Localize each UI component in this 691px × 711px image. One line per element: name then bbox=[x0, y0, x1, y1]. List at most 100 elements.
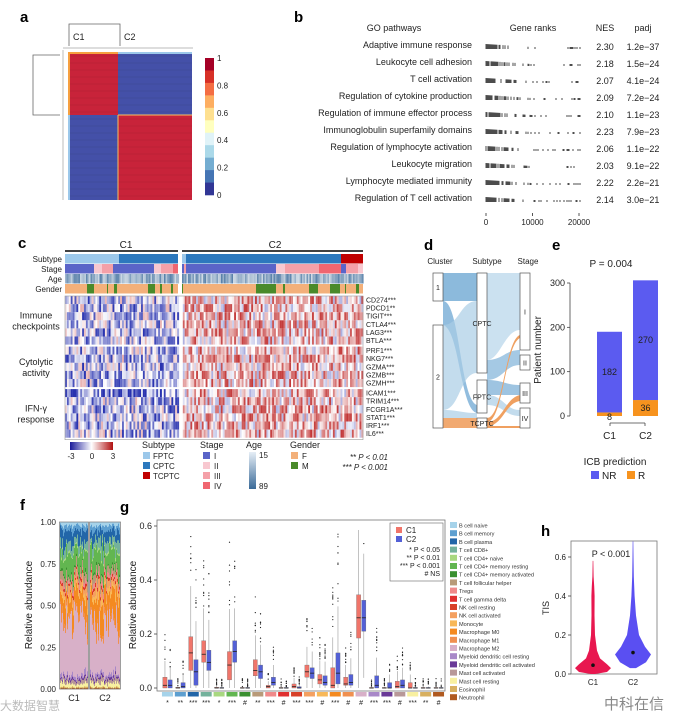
heatmap-cell bbox=[327, 304, 330, 313]
abundance-segment bbox=[104, 575, 106, 583]
age-annotation bbox=[132, 274, 135, 284]
heatmap-cell bbox=[194, 312, 197, 321]
abundance-segment bbox=[101, 587, 103, 590]
heatmap-cell bbox=[272, 362, 275, 371]
abundance-segment bbox=[115, 584, 117, 593]
abundance-segment bbox=[111, 672, 113, 677]
heatmap-cell bbox=[199, 328, 202, 337]
heatmap-cell bbox=[294, 389, 297, 398]
heatmap-cell bbox=[237, 413, 240, 422]
abundance-segment bbox=[66, 688, 68, 690]
heatmap-cell bbox=[323, 296, 326, 305]
legend-label: Tregs bbox=[459, 589, 473, 595]
heatmap-cell bbox=[351, 362, 354, 371]
heatmap-cell bbox=[344, 362, 347, 371]
heatmap-cell bbox=[285, 421, 288, 430]
heatmap-cell bbox=[304, 389, 307, 398]
heatmap-cell bbox=[239, 421, 242, 430]
heatmap-cell bbox=[173, 362, 176, 371]
abundance-segment bbox=[81, 544, 83, 553]
heatmap-cell bbox=[243, 405, 246, 414]
outlier-point bbox=[337, 600, 339, 602]
heatmap-cell bbox=[287, 304, 290, 313]
heatmap-cell bbox=[287, 328, 290, 337]
heatmap-cell bbox=[135, 336, 138, 345]
heatmap-cell bbox=[332, 370, 335, 379]
legend-swatch-r bbox=[627, 471, 635, 479]
heatmap-cell bbox=[152, 429, 155, 438]
outlier-point bbox=[414, 685, 417, 687]
abundance-segment bbox=[103, 675, 105, 678]
outlier-point bbox=[228, 599, 231, 602]
heatmap-cell bbox=[129, 312, 132, 321]
abundance-segment bbox=[75, 577, 77, 580]
heatmap-cell bbox=[336, 320, 339, 329]
abundance-segment bbox=[103, 564, 105, 567]
heatmap-cell bbox=[93, 397, 96, 406]
heatmap-cell bbox=[196, 370, 199, 379]
heatmap-cell bbox=[251, 421, 254, 430]
heatmap-cell bbox=[222, 397, 225, 406]
abundance-segment bbox=[112, 522, 114, 524]
heatmap-cell bbox=[279, 320, 282, 329]
abundance-segment bbox=[101, 606, 103, 639]
age-annotation bbox=[201, 274, 204, 284]
heatmap-cell bbox=[285, 379, 288, 388]
heatmap-cell bbox=[213, 397, 216, 406]
abundance-segment bbox=[82, 569, 84, 571]
heatmap-cell bbox=[359, 421, 362, 430]
age-annotation bbox=[264, 274, 267, 284]
heatmap-cell bbox=[334, 296, 337, 305]
heatmap-cell bbox=[74, 354, 77, 363]
heatmap-cell bbox=[255, 346, 257, 355]
legend-title-gender: Gender bbox=[290, 440, 320, 450]
heatmap-cell bbox=[163, 405, 166, 414]
abundance-segment bbox=[77, 522, 79, 524]
abundance-segment bbox=[61, 680, 63, 688]
heatmap-cell bbox=[249, 304, 252, 313]
heatmap-cell bbox=[308, 413, 311, 422]
y-axis-title: TIS bbox=[541, 601, 551, 615]
heatmap-cell bbox=[340, 362, 343, 371]
abundance-segment bbox=[97, 552, 99, 574]
age-annotation bbox=[138, 274, 141, 284]
heatmap-cell bbox=[334, 312, 337, 321]
heatmap-cell bbox=[277, 296, 280, 305]
heatmap-cell bbox=[108, 312, 111, 321]
heatmap-cell bbox=[270, 320, 273, 329]
heatmap-cell bbox=[99, 354, 102, 363]
heatmap-cell bbox=[359, 354, 362, 363]
legend-swatch bbox=[450, 538, 457, 545]
heatmap-cell bbox=[317, 397, 320, 406]
abundance-segment bbox=[116, 676, 118, 679]
heatmap-cell bbox=[207, 405, 210, 414]
heatmap-cell bbox=[357, 405, 360, 414]
heatmap-cell bbox=[258, 429, 261, 438]
heatmap-cell bbox=[209, 429, 212, 438]
heatmap-cell bbox=[91, 370, 94, 379]
outlier-point bbox=[311, 627, 313, 630]
heatmap-cell bbox=[66, 389, 69, 398]
heatmap-cell bbox=[198, 397, 200, 406]
abundance-segment bbox=[78, 557, 80, 573]
abundance-segment bbox=[68, 680, 70, 683]
heatmap-cell bbox=[213, 370, 216, 379]
heatmap-cell bbox=[325, 389, 328, 398]
abundance-segment bbox=[110, 529, 112, 538]
heatmap-cell bbox=[184, 346, 187, 355]
abundance-segment bbox=[118, 582, 120, 584]
heatmap-cell bbox=[101, 397, 104, 406]
heatmap-cell bbox=[199, 397, 202, 406]
heatmap-cell bbox=[97, 336, 100, 345]
heatmap-cell bbox=[264, 304, 267, 313]
abundance-segment bbox=[94, 608, 96, 612]
heatmap-cell bbox=[310, 328, 313, 337]
abundance-segment bbox=[69, 596, 71, 604]
heatmap-cell bbox=[70, 296, 73, 305]
abundance-segment bbox=[111, 679, 113, 684]
outlier-point bbox=[319, 647, 321, 649]
heatmap-cell bbox=[342, 405, 345, 414]
heatmap-cell bbox=[118, 320, 121, 329]
heatmap-cell bbox=[361, 304, 364, 313]
heatmap-cell bbox=[68, 336, 71, 345]
